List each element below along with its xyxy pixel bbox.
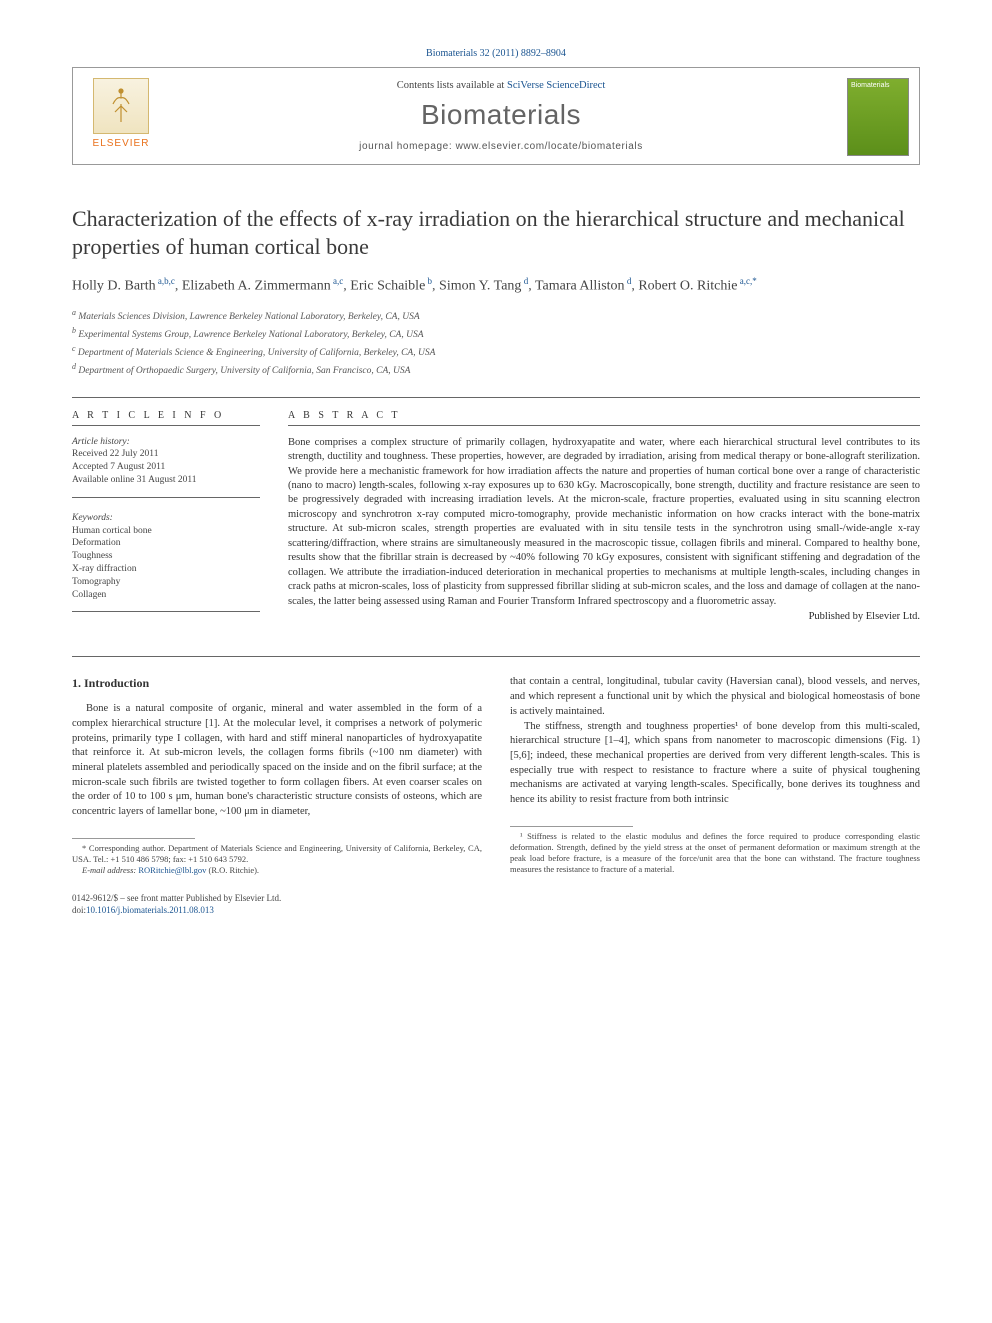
abstract-heading: A B S T R A C T — [288, 410, 920, 426]
article-history: Article history: Received 22 July 2011 A… — [72, 436, 260, 498]
affiliation-label: b — [72, 326, 76, 335]
author-affiliation-sup: b — [425, 276, 432, 286]
elsevier-logo: ELSEVIER — [83, 78, 159, 154]
homepage-line: journal homepage: www.elsevier.com/locat… — [173, 141, 829, 152]
doi-block: 0142-9612/$ – see front matter Published… — [72, 892, 482, 916]
affiliation-text: Experimental Systems Group, Lawrence Ber… — [78, 330, 423, 340]
affiliation-text: Materials Sciences Division, Lawrence Be… — [78, 312, 419, 322]
left-column: 1. Introduction Bone is a natural compos… — [72, 675, 482, 916]
keyword: Collagen — [72, 590, 106, 600]
body-paragraph: that contain a central, longitudinal, tu… — [510, 675, 920, 719]
homepage-prefix: journal homepage: — [359, 141, 455, 152]
contents-prefix: Contents lists available at — [397, 80, 507, 91]
doi-prefix: doi: — [72, 905, 86, 915]
body-paragraph: The stiffness, strength and toughness pr… — [510, 720, 920, 808]
accepted-date: Accepted 7 August 2011 — [72, 462, 165, 472]
right-column: that contain a central, longitudinal, tu… — [510, 675, 920, 916]
email-label: E-mail address: — [82, 865, 138, 875]
doi-link[interactable]: 10.1016/j.biomaterials.2011.08.013 — [86, 905, 214, 915]
author-affiliation-sup: d — [521, 276, 528, 286]
author-name: Simon Y. Tang — [439, 279, 521, 294]
corresponding-author-footnote: * Corresponding author. Department of Ma… — [72, 843, 482, 865]
keywords-block: Keywords: Human cortical bone Deformation… — [72, 512, 260, 613]
affiliation-label: a — [72, 308, 76, 317]
affiliations: a Materials Sciences Division, Lawrence … — [72, 307, 920, 379]
keyword: Tomography — [72, 577, 120, 587]
keyword: X-ray diffraction — [72, 564, 136, 574]
footnote-divider — [510, 826, 633, 827]
affiliation-text: Department of Materials Science & Engine… — [78, 348, 436, 358]
footnote-divider — [72, 838, 195, 839]
affiliation-text: Department of Orthopaedic Surgery, Unive… — [78, 366, 410, 376]
keywords-label: Keywords: — [72, 513, 113, 523]
published-by: Published by Elsevier Ltd. — [288, 611, 920, 622]
journal-header: ELSEVIER Biomaterials Contents lists ava… — [72, 67, 920, 165]
history-label: Article history: — [72, 437, 130, 447]
journal-name: Biomaterials — [173, 99, 829, 131]
article-title: Characterization of the effects of x-ray… — [72, 205, 920, 261]
section-heading: 1. Introduction — [72, 675, 482, 692]
author-name: Elizabeth A. Zimmermann — [182, 279, 331, 294]
author-affiliation-sup: d — [625, 276, 632, 286]
divider — [72, 397, 920, 398]
front-matter-line: 0142-9612/$ – see front matter Published… — [72, 893, 281, 903]
elsevier-wordmark: ELSEVIER — [93, 138, 150, 149]
keyword: Deformation — [72, 538, 121, 548]
keyword: Human cortical bone — [72, 526, 152, 536]
article-info-heading: A R T I C L E I N F O — [72, 410, 260, 426]
homepage-url[interactable]: www.elsevier.com/locate/biomaterials — [456, 141, 643, 152]
sciencedirect-link[interactable]: SciVerse ScienceDirect — [507, 80, 605, 91]
author-affiliation-sup: a,c,* — [737, 276, 756, 286]
author-name: Holly D. Barth — [72, 279, 156, 294]
elsevier-tree-icon — [93, 78, 149, 134]
author-affiliation-sup: a,c — [331, 276, 344, 286]
author-list: Holly D. Barth a,b,c, Elizabeth A. Zimme… — [72, 275, 920, 297]
author-affiliation-sup: a,b,c — [156, 276, 175, 286]
affiliation-label: d — [72, 362, 76, 371]
affiliation-label: c — [72, 344, 76, 353]
contents-line: Contents lists available at SciVerse Sci… — [173, 80, 829, 91]
abstract-text: Bone comprises a complex structure of pr… — [288, 436, 920, 610]
email-link[interactable]: RORitchie@lbl.gov — [138, 865, 206, 875]
citation-line: Biomaterials 32 (2011) 8892–8904 — [72, 48, 920, 59]
email-owner: (R.O. Ritchie). — [206, 865, 259, 875]
available-date: Available online 31 August 2011 — [72, 475, 197, 485]
author-name: Tamara Alliston — [535, 279, 625, 294]
received-date: Received 22 July 2011 — [72, 449, 158, 459]
divider — [72, 656, 920, 657]
email-footnote: E-mail address: RORitchie@lbl.gov (R.O. … — [72, 865, 482, 876]
body-paragraph: Bone is a natural composite of organic, … — [72, 702, 482, 820]
journal-cover-thumbnail: Biomaterials — [847, 78, 909, 156]
author-name: Robert O. Ritchie — [638, 279, 737, 294]
author-name: Eric Schaible — [350, 279, 425, 294]
keyword: Toughness — [72, 551, 113, 561]
footnote-1: ¹ Stiffness is related to the elastic mo… — [510, 831, 920, 875]
